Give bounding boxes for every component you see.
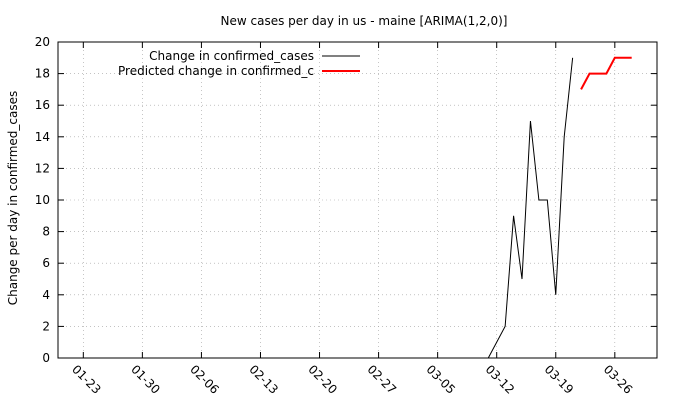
y-tick-label: 0	[42, 351, 50, 365]
x-tick-label: 03-26	[601, 362, 636, 397]
x-tick-label: 01-30	[128, 362, 163, 397]
y-tick-label: 10	[35, 193, 50, 207]
x-tick-label: 01-23	[69, 362, 104, 397]
plot-frame	[57, 41, 658, 359]
y-tick-label: 18	[35, 67, 50, 81]
y-tick-label: 8	[42, 225, 50, 239]
x-tick-label: 03-12	[483, 362, 518, 397]
series-line-1	[580, 56, 632, 90]
axes	[57, 41, 658, 359]
y-axis-label: Change per day in confirmed_cases	[6, 91, 20, 306]
y-tick-label: 14	[35, 130, 50, 144]
grid	[58, 42, 657, 358]
legend-label-0: Change in confirmed_cases	[149, 49, 314, 63]
legend-label-1: Predicted change in confirmed_c	[118, 64, 314, 78]
chart-title: New cases per day in us - maine [ARIMA(1…	[221, 14, 508, 28]
y-tick-label: 2	[42, 319, 50, 333]
x-tick-label: 02-13	[246, 362, 281, 397]
series-line-0	[487, 57, 574, 359]
y-tick-label: 4	[42, 288, 50, 302]
x-tick-label: 03-19	[542, 362, 577, 397]
y-tick-label: 12	[35, 161, 50, 175]
x-tick-label: 03-05	[424, 362, 459, 397]
x-tick-label: 02-20	[305, 362, 340, 397]
x-tick-label: 02-27	[364, 362, 399, 397]
ticks: 0 2 4 6 8 10 12 14 16 18 20 01-23 01-30 02-06 02-13 02-…	[35, 35, 657, 397]
x-tick-label: 02-06	[187, 362, 222, 397]
y-tick-label: 16	[35, 98, 50, 112]
series	[487, 56, 632, 359]
y-tick-label: 6	[42, 256, 50, 270]
y-tick-label: 20	[35, 35, 50, 49]
